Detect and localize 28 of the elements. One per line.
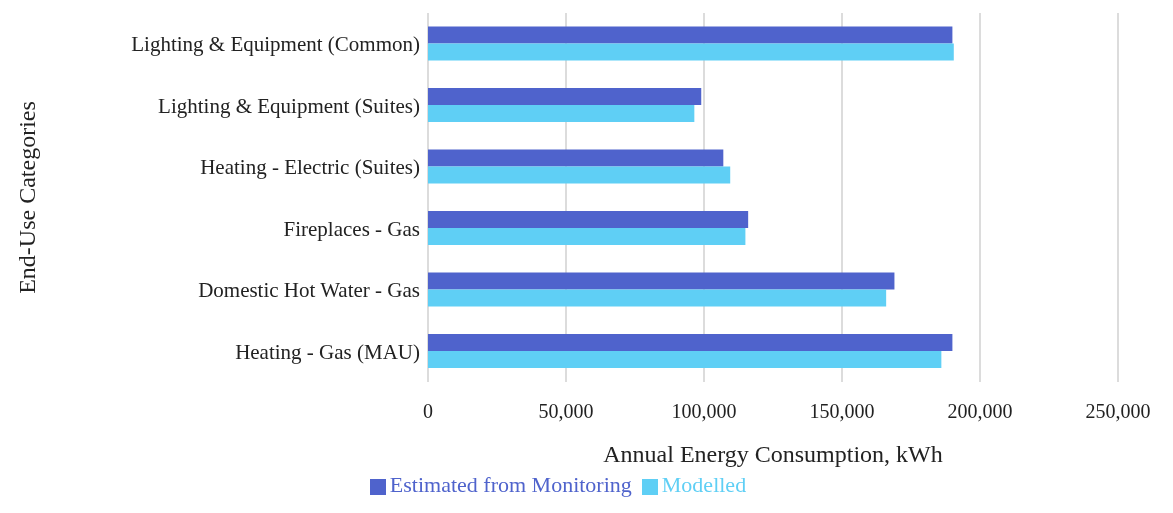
y-tick-label: Heating - Gas (MAU)	[235, 339, 420, 364]
legend-label: Estimated from Monitoring	[389, 472, 632, 497]
x-tick-label: 100,000	[671, 400, 737, 423]
y-axis-title: End-Use Categories	[13, 101, 40, 294]
x-tick-label: 0	[423, 400, 433, 423]
bar	[428, 272, 895, 290]
bar	[428, 26, 953, 44]
y-tick-label: Fireplaces - Gas	[283, 216, 420, 241]
legend-label: Modelled	[661, 472, 747, 497]
bar	[428, 289, 887, 307]
y-tick-label: Lighting & Equipment (Suites)	[158, 93, 420, 118]
x-tick-label: 150,000	[809, 400, 875, 423]
x-tick-label: 250,000	[1085, 400, 1151, 423]
bar	[428, 149, 724, 167]
bar	[428, 351, 942, 369]
bar	[428, 334, 953, 352]
bar	[428, 211, 749, 229]
x-axis-title: Annual Energy Consumption, kWh	[603, 441, 943, 467]
y-tick-label: Domestic Hot Water - Gas	[198, 278, 420, 303]
x-tick-label: 200,000	[947, 400, 1013, 423]
y-tick-label: Lighting & Equipment (Common)	[131, 32, 420, 57]
bar	[428, 228, 746, 246]
x-tick-label: 50,000	[538, 400, 594, 423]
bar	[428, 166, 731, 184]
bar	[428, 88, 702, 106]
bar	[428, 105, 695, 123]
bar	[428, 43, 954, 61]
y-tick-label: Heating - Electric (Suites)	[200, 155, 420, 180]
